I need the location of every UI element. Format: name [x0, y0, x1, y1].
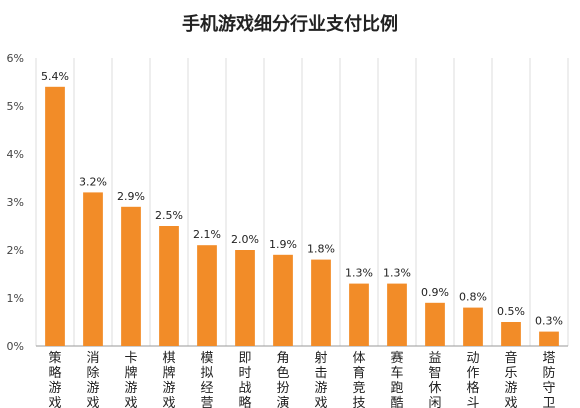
data-label: 1.9%: [269, 238, 297, 251]
data-label: 0.9%: [421, 286, 449, 299]
bar: [501, 322, 521, 346]
category-label: 策略游戏: [48, 350, 61, 408]
data-labels: 5.4% 3.2% 2.9% 2.5% 2.1% 2.0% 1.9% 1.8% 1.3% 1.3%…: [41, 70, 563, 328]
category-label: 角色扮演: [276, 351, 289, 408]
bar: [159, 226, 179, 346]
bar: [463, 307, 483, 346]
y-tick-label: 4%: [7, 148, 24, 161]
bar: [387, 283, 407, 346]
category-label: 赛车跑酷: [390, 350, 403, 408]
category-label: 消除游戏: [86, 351, 99, 408]
data-label: 1.3%: [345, 267, 373, 280]
category-label: 体育竞技: [352, 351, 365, 408]
data-label: 0.8%: [459, 291, 487, 304]
category-label: 塔防守卫: [542, 351, 555, 408]
bar: [425, 302, 445, 346]
bar: [83, 192, 103, 346]
data-label: 3.2%: [79, 175, 107, 188]
bar: [273, 254, 293, 346]
y-tick-label: 3%: [7, 196, 24, 209]
y-axis-ticks: 0% 1% 2% 3% 4% 5% 6%: [7, 52, 24, 353]
category-label: 益智休闲: [428, 351, 441, 408]
chart-title: 手机游戏细分行业支付比例: [182, 14, 398, 35]
bar: [235, 250, 255, 346]
y-tick-label: 1%: [7, 292, 24, 305]
data-label: 0.3%: [535, 315, 563, 328]
category-label: 卡牌游戏: [124, 351, 137, 408]
bar: [45, 86, 65, 347]
category-label: 射击游戏: [314, 350, 327, 408]
data-label: 1.8%: [307, 243, 335, 256]
category-label: 动作格斗: [466, 351, 479, 408]
category-label: 音乐游戏: [504, 350, 517, 408]
bar: [539, 331, 559, 346]
category-label: 棋牌游戏: [162, 351, 175, 408]
category-label: 即时战略: [238, 351, 251, 408]
y-tick-label: 0%: [7, 340, 24, 353]
bar: [349, 283, 369, 346]
data-label: 2.1%: [193, 228, 221, 241]
bars: [45, 86, 559, 347]
x-axis-categories: 策略游戏 消除游戏 卡牌游戏 棋牌游戏 模拟经营 即时战略 角色扮演 射击游戏 体育竞技 赛车跑酷…: [48, 350, 555, 408]
data-label: 2.9%: [117, 190, 145, 203]
y-tick-label: 2%: [7, 244, 24, 257]
y-tick-label: 6%: [7, 52, 24, 65]
bar: [311, 259, 331, 346]
data-label: 2.0%: [231, 233, 259, 246]
data-label: 1.3%: [383, 267, 411, 280]
data-label: 2.5%: [155, 209, 183, 222]
data-label: 0.5%: [497, 305, 525, 318]
category-label: 模拟经营: [200, 351, 213, 408]
data-label: 5.4%: [41, 70, 69, 83]
bar: [121, 206, 141, 346]
y-tick-label: 5%: [7, 100, 24, 113]
gridlines: [35, 58, 569, 347]
bar: [197, 245, 217, 346]
